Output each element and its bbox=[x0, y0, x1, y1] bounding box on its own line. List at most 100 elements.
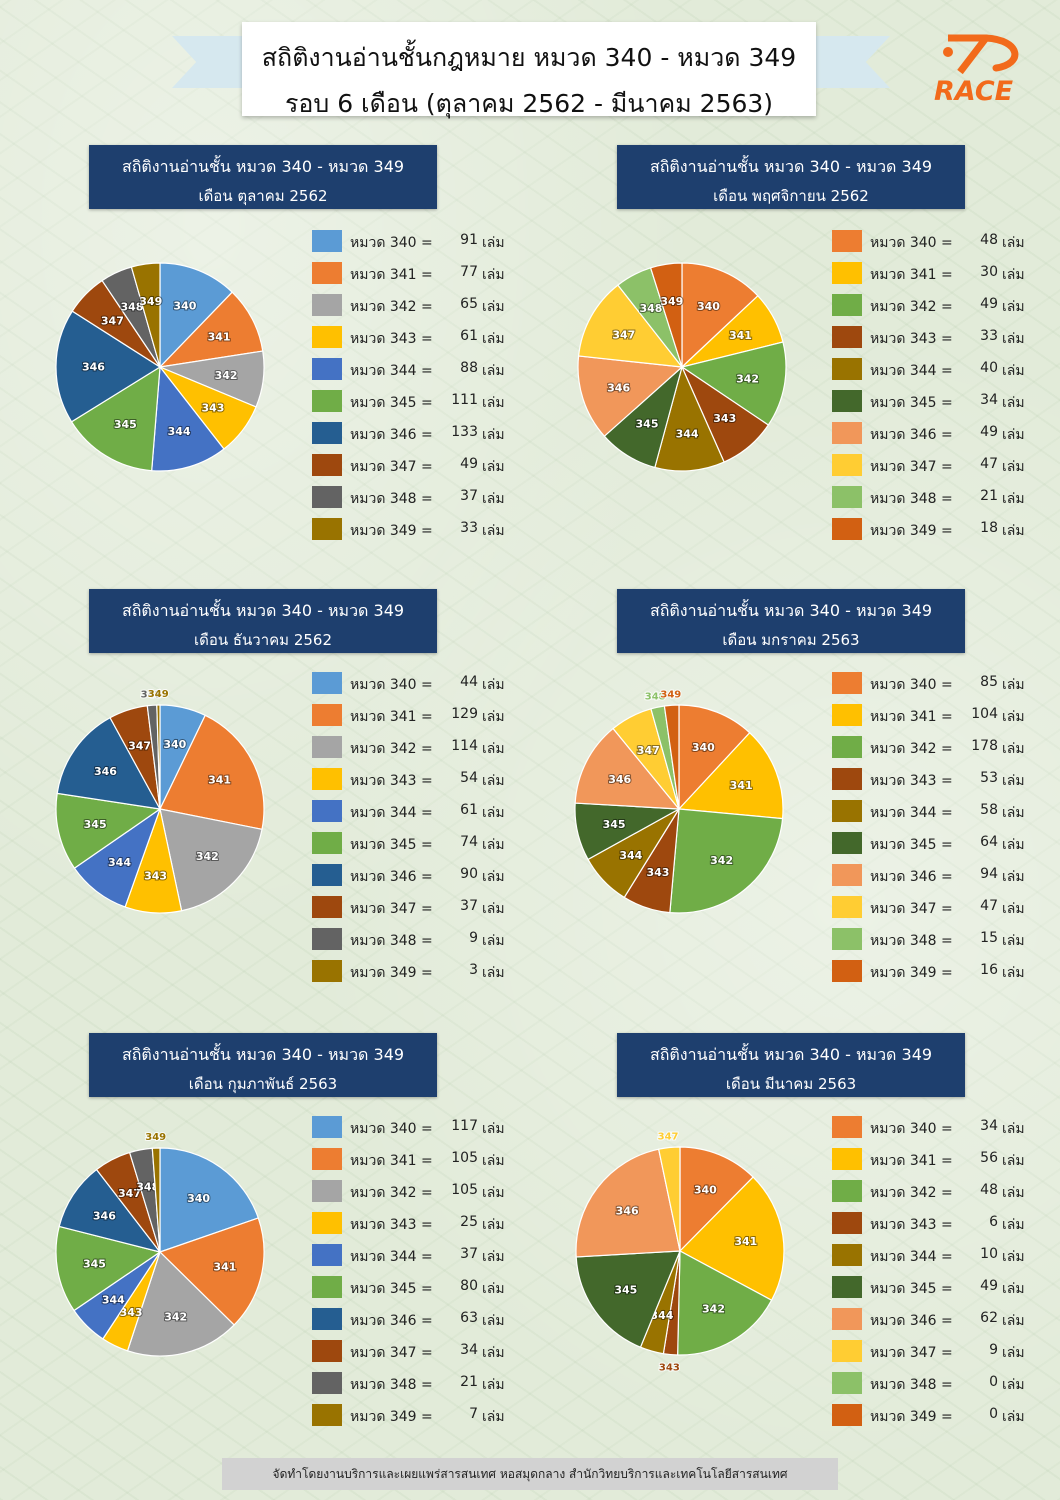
legend-unit: เล่ม bbox=[1002, 837, 1025, 853]
slice-label: 342 bbox=[215, 369, 238, 382]
slice-label: 342 bbox=[736, 373, 759, 386]
legend-item: หมวด 348 = 0 เล่ม bbox=[832, 1370, 1032, 1402]
legend-unit: เล่ม bbox=[482, 837, 505, 853]
legend-label: หมวด 346 = bbox=[350, 869, 433, 885]
legend-label: หมวด 346 = bbox=[870, 1313, 953, 1329]
legend-swatch bbox=[832, 1276, 862, 1298]
legend-unit: เล่ม bbox=[482, 331, 505, 347]
pie-slice bbox=[663, 704, 680, 810]
slice-label: 342 bbox=[702, 1303, 725, 1316]
legend-value: 7 bbox=[469, 1406, 478, 1422]
legend-label: หมวด 341 = bbox=[350, 1153, 433, 1169]
legend-swatch bbox=[312, 1404, 342, 1426]
legend-item: หมวด 341 = 129 เล่ม bbox=[312, 702, 512, 734]
legend-unit: เล่ม bbox=[1002, 1409, 1025, 1425]
legend-item: หมวด 346 = 63 เล่ม bbox=[312, 1306, 512, 1338]
legend: หมวด 340 = 34 เล่ม หมวด 341 = 56 เล่ม หมวด 342… bbox=[832, 1114, 1032, 1434]
pie-slice bbox=[679, 1176, 785, 1302]
legend: หมวด 340 = 44 เล่ม หมวด 341 = 129 เล่มหมวด 34… bbox=[312, 670, 512, 990]
legend-swatch bbox=[312, 832, 342, 854]
legend-swatch bbox=[312, 800, 342, 822]
slice-label: 348 bbox=[141, 689, 162, 700]
legend-label: หมวด 347 = bbox=[870, 901, 953, 917]
slice-label: 349 bbox=[660, 689, 681, 700]
legend-value: 37 bbox=[460, 898, 478, 914]
legend-value: 63 bbox=[460, 1310, 478, 1326]
legend-label: หมวด 349 = bbox=[350, 1409, 433, 1425]
legend-unit: เล่ม bbox=[482, 1249, 505, 1265]
legend-item: หมวด 342 = 48 เล่ม bbox=[832, 1178, 1032, 1210]
pie-slice bbox=[575, 1250, 681, 1348]
legend-swatch bbox=[832, 800, 862, 822]
slice-label: 344 bbox=[676, 427, 699, 440]
legend-item: หมวด 345 = 49 เล่ม bbox=[832, 1274, 1032, 1306]
pie-slice bbox=[574, 727, 681, 810]
panel-header: สถิติงานอ่านชั้น หมวด 340 - หมวด 349 เดื… bbox=[89, 589, 437, 653]
legend-item: หมวด 346 = 133 เล่ม bbox=[312, 420, 512, 452]
legend-label: หมวด 349 = bbox=[870, 965, 953, 981]
legend-value: 111 bbox=[451, 392, 478, 408]
slice-label: 346 bbox=[82, 361, 105, 374]
legend-unit: เล่ม bbox=[482, 427, 505, 443]
legend-swatch bbox=[832, 1116, 862, 1138]
legend-unit: เล่ม bbox=[1002, 395, 1025, 411]
pie-slice bbox=[669, 808, 784, 914]
legend-swatch bbox=[832, 1244, 862, 1266]
legend-swatch bbox=[832, 454, 862, 476]
legend-value: 105 bbox=[451, 1182, 478, 1198]
legend-value: 80 bbox=[460, 1278, 478, 1294]
legend-swatch bbox=[312, 1308, 342, 1330]
legend-item: หมวด 349 = 0 เล่ม bbox=[832, 1402, 1032, 1434]
legend-label: หมวด 340 = bbox=[350, 235, 433, 251]
legend-item: หมวด 340 = 44 เล่ม bbox=[312, 670, 512, 702]
legend-label: หมวด 347 = bbox=[870, 1345, 953, 1361]
legend-item: หมวด 347 = 34 เล่ม bbox=[312, 1338, 512, 1370]
legend-swatch bbox=[832, 1404, 862, 1426]
legend-unit: เล่ม bbox=[482, 741, 505, 757]
legend-item: หมวด 343 = 33 เล่ม bbox=[832, 324, 1032, 356]
legend-item: หมวด 345 = 64 เล่ม bbox=[832, 830, 1032, 862]
legend-value: 9 bbox=[469, 930, 478, 946]
legend-swatch bbox=[832, 672, 862, 694]
legend-label: หมวด 344 = bbox=[870, 363, 953, 379]
slice-label: 344 bbox=[102, 1293, 125, 1306]
pie-slice bbox=[151, 365, 225, 472]
pie-slice bbox=[151, 1147, 161, 1253]
legend-swatch bbox=[312, 326, 342, 348]
slice-label: 342 bbox=[710, 854, 733, 867]
slice-label: 342 bbox=[164, 1311, 187, 1324]
legend-unit: เล่ม bbox=[1002, 491, 1025, 507]
slice-label: 349 bbox=[148, 689, 169, 700]
legend-item: หมวด 342 = 49 เล่ม bbox=[832, 292, 1032, 324]
legend-value: 0 bbox=[989, 1374, 998, 1390]
slice-label: 346 bbox=[607, 381, 630, 394]
legend-label: หมวด 347 = bbox=[350, 459, 433, 475]
legend-swatch bbox=[312, 928, 342, 950]
legend-unit: เล่ม bbox=[482, 805, 505, 821]
legend-value: 47 bbox=[980, 898, 998, 914]
panel-title: สถิติงานอ่านชั้น หมวด 340 - หมวด 349 bbox=[121, 601, 405, 620]
slice-label: 340 bbox=[697, 300, 720, 313]
legend-label: หมวด 348 = bbox=[870, 933, 953, 949]
legend-label: หมวด 347 = bbox=[870, 459, 953, 475]
legend-unit: เล่ม bbox=[482, 1281, 505, 1297]
pie-slice bbox=[657, 1146, 681, 1252]
slice-label: 343 bbox=[659, 1363, 680, 1374]
panel-title: สถิติงานอ่านชั้น หมวด 340 - หมวด 349 bbox=[121, 157, 405, 176]
legend-swatch bbox=[832, 294, 862, 316]
legend-value: 33 bbox=[980, 328, 998, 344]
legend-item: หมวด 346 = 62 เล่ม bbox=[832, 1306, 1032, 1338]
legend-item: หมวด 345 = 80 เล่ม bbox=[312, 1274, 512, 1306]
legend-value: 37 bbox=[460, 1246, 478, 1262]
legend-swatch bbox=[832, 262, 862, 284]
legend-swatch bbox=[312, 704, 342, 726]
pie-slice bbox=[677, 1250, 773, 1356]
legend-item: หมวด 348 = 15 เล่ม bbox=[832, 926, 1032, 958]
legend-swatch bbox=[832, 704, 862, 726]
legend-unit: เล่ม bbox=[482, 491, 505, 507]
legend-swatch bbox=[312, 768, 342, 790]
legend-swatch bbox=[832, 1372, 862, 1394]
pie-slice bbox=[156, 704, 161, 810]
